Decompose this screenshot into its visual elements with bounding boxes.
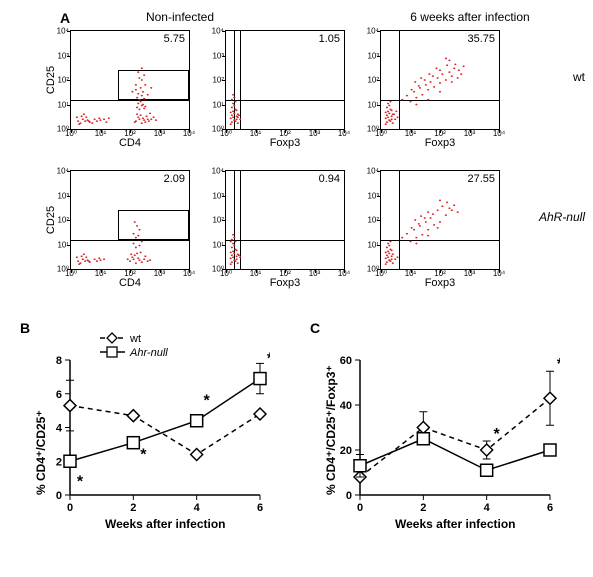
svg-text:Ahr-null: Ahr-null xyxy=(129,347,168,359)
svg-text:4: 4 xyxy=(194,502,201,514)
panel-a-col-title: Non-infected xyxy=(90,10,270,24)
panel-a-row-label: AhR-null xyxy=(539,210,585,224)
x-axis-label: Foxp3 xyxy=(270,137,301,149)
svg-text:2: 2 xyxy=(56,456,62,468)
panel-a-label: A xyxy=(60,10,70,26)
x-axis-label: Foxp3 xyxy=(270,277,301,289)
chart-ylabel: % CD4⁺/CD25⁺ xyxy=(34,410,48,495)
scatter-dots xyxy=(226,171,344,269)
svg-text:*: * xyxy=(204,393,211,410)
x-axis-label: Foxp3 xyxy=(425,137,456,149)
svg-text:2: 2 xyxy=(420,502,426,514)
chart-ylabel: % CD4⁺/CD25⁺/Foxp3⁺ xyxy=(324,365,338,495)
svg-text:0: 0 xyxy=(56,490,62,502)
y-axis-label: CD25 xyxy=(45,206,57,234)
scatter-dots xyxy=(381,171,499,269)
scatter-dots xyxy=(381,31,499,129)
panel-a: A Non-infected6 weeks after infectionwtA… xyxy=(20,10,580,305)
scatter-plot: 5.7510⁰10¹10²10³10⁴10⁰10¹10²10³10⁴CD25CD… xyxy=(70,30,190,130)
line-chart: 0 20 40 60 0 2 4 6 * * xyxy=(310,320,560,540)
svg-text:4: 4 xyxy=(484,502,491,514)
x-axis-label: Foxp3 xyxy=(425,277,456,289)
svg-text:*: * xyxy=(77,474,84,491)
svg-text:6: 6 xyxy=(56,389,62,401)
svg-text:20: 20 xyxy=(340,445,352,457)
scatter-plot: 1.0510⁰10¹10²10³10⁴10⁰10¹10²10³10⁴Foxp3 xyxy=(225,30,345,130)
svg-text:0: 0 xyxy=(67,502,73,514)
chart-xlabel: Weeks after infection xyxy=(105,517,225,531)
svg-text:*: * xyxy=(557,356,560,373)
svg-text:6: 6 xyxy=(257,502,263,514)
panel-a-col-title: 6 weeks after infection xyxy=(380,10,560,24)
svg-text:2: 2 xyxy=(130,502,136,514)
svg-text:0: 0 xyxy=(346,490,352,502)
svg-text:*: * xyxy=(267,350,270,367)
scatter-dots xyxy=(71,31,189,129)
svg-text:60: 60 xyxy=(340,355,352,367)
line-chart: 0 2 4 6 8 0 2 4 6 * * * * wt Ahr-null xyxy=(20,320,270,540)
svg-text:8: 8 xyxy=(56,355,62,367)
scatter-plot: 0.9410⁰10¹10²10³10⁴10⁰10¹10²10³10⁴Foxp3 xyxy=(225,170,345,270)
x-axis-label: CD4 xyxy=(119,277,141,289)
svg-text:6: 6 xyxy=(547,502,553,514)
svg-text:*: * xyxy=(494,426,501,443)
panel-c: C 02040600246**% CD4⁺/CD25⁺/Foxp3⁺Weeks … xyxy=(310,320,560,540)
chart-xlabel: Weeks after infection xyxy=(395,517,515,531)
scatter-plot: 27.5510⁰10¹10²10³10⁴10⁰10¹10²10³10⁴Foxp3 xyxy=(380,170,500,270)
scatter-plot: 2.0910⁰10¹10²10³10⁴10⁰10¹10²10³10⁴CD25CD… xyxy=(70,170,190,270)
svg-text:*: * xyxy=(140,447,147,464)
panel-b: B 024680246****wtAhr-null% CD4⁺/CD25⁺Wee… xyxy=(20,320,270,540)
scatter-dots xyxy=(71,171,189,269)
scatter-dots xyxy=(226,31,344,129)
figure: A Non-infected 6 weeks after infection wt A… xyxy=(10,10,583,540)
bottom-panels: B 024680246****wtAhr-null% CD4⁺/CD25⁺Wee… xyxy=(20,320,583,540)
scatter-plot: 35.7510⁰10¹10²10³10⁴10⁰10¹10²10³10⁴Foxp3 xyxy=(380,30,500,130)
x-axis-label: CD4 xyxy=(119,137,141,149)
svg-text:wt: wt xyxy=(129,333,141,345)
svg-text:40: 40 xyxy=(340,400,352,412)
panel-a-row-label: wt xyxy=(573,70,585,84)
svg-text:0: 0 xyxy=(357,502,363,514)
svg-text:4: 4 xyxy=(56,423,63,435)
y-axis-label: CD25 xyxy=(45,66,57,94)
